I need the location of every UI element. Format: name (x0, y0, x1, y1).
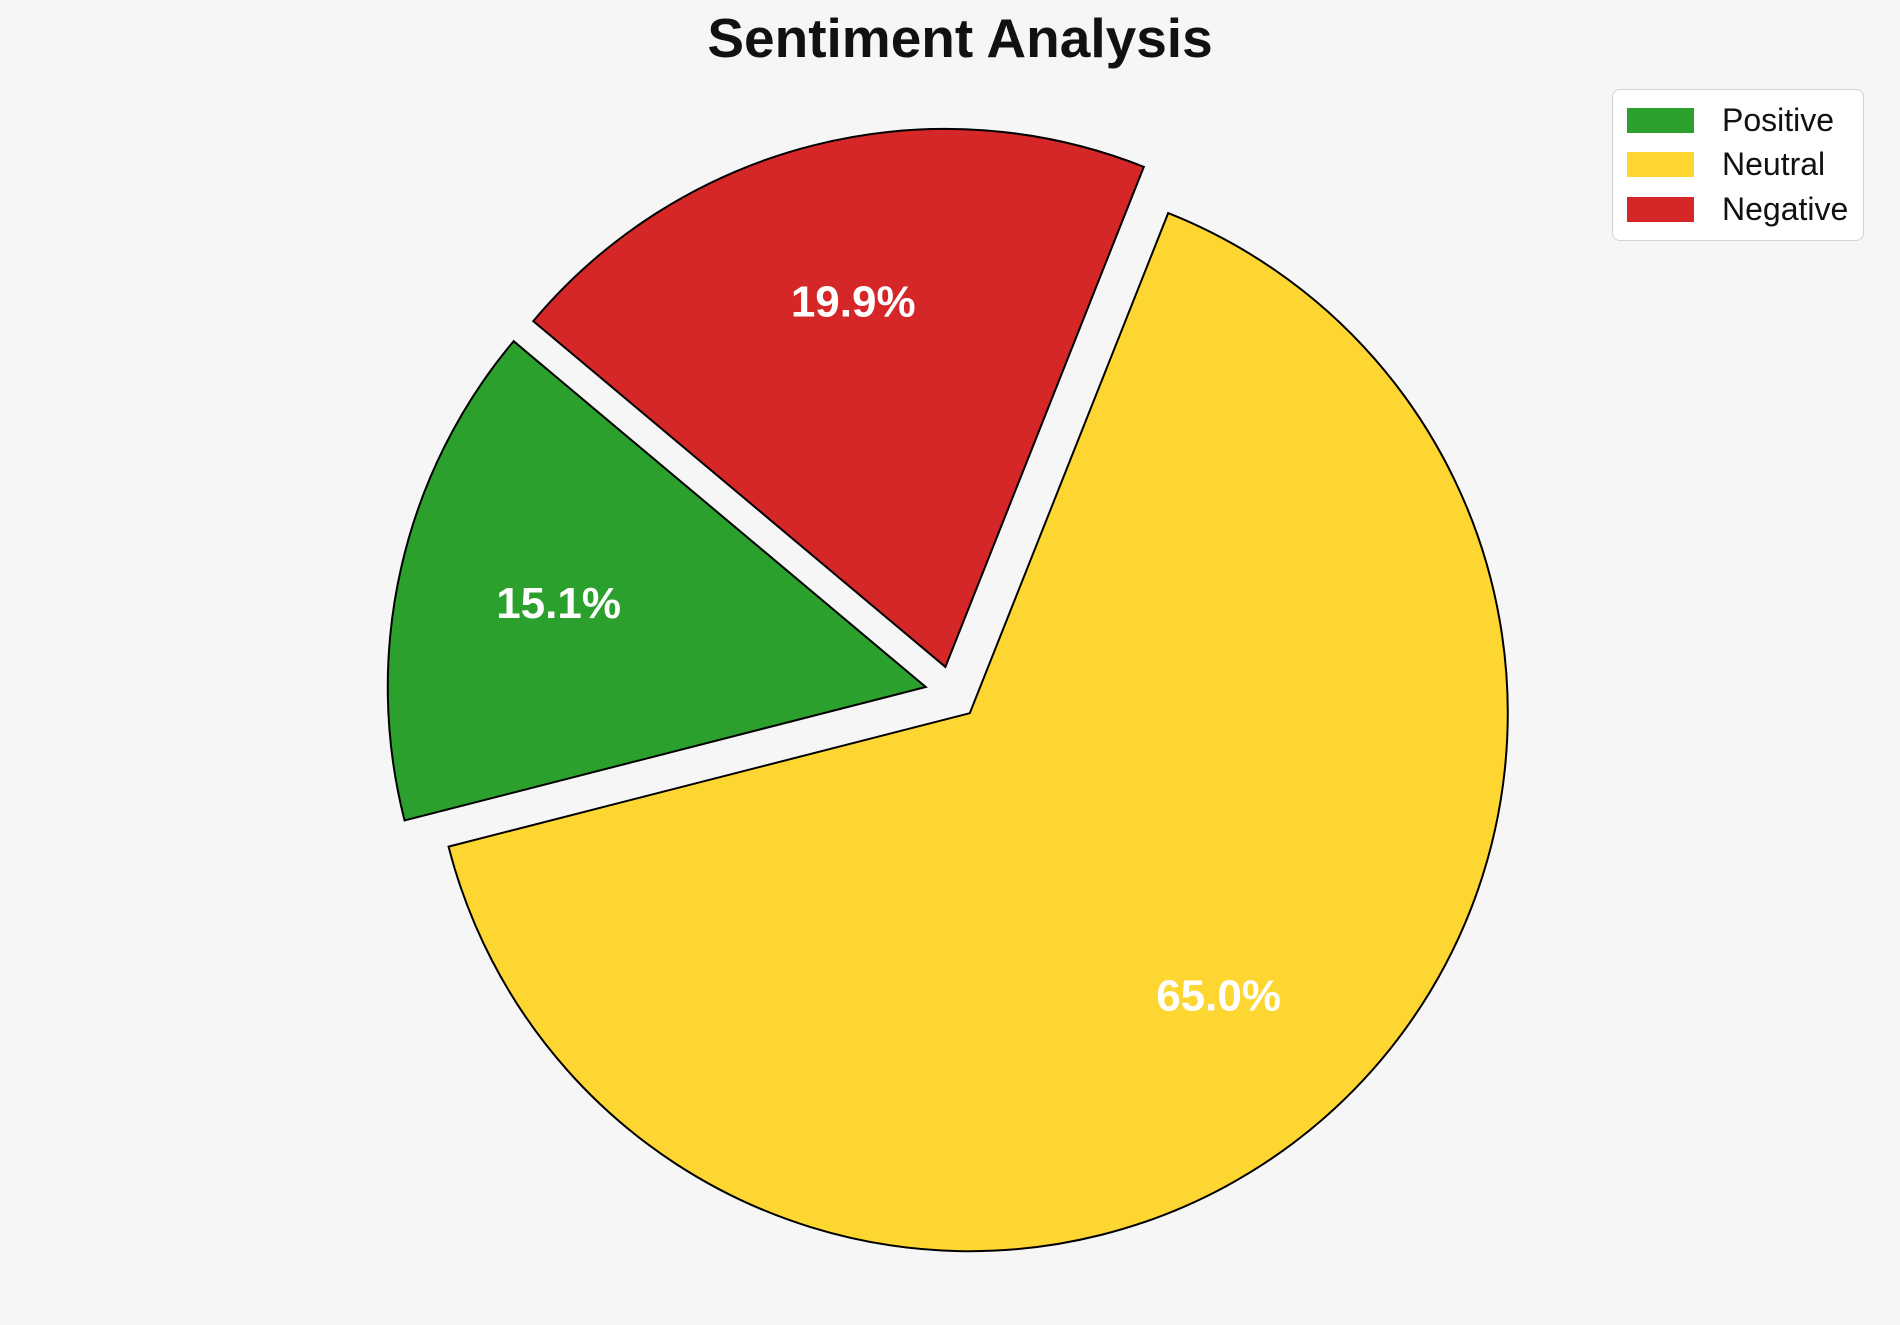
legend-label-neutral: Neutral (1722, 146, 1826, 183)
pie-label-neutral: 65.0% (1156, 971, 1281, 1020)
pie-label-negative: 19.9% (791, 277, 916, 326)
legend-swatch-neutral (1627, 152, 1694, 178)
legend-swatch-positive (1627, 107, 1694, 133)
legend-item-neutral: Neutral (1627, 146, 1849, 183)
legend-label-positive: Positive (1722, 101, 1835, 138)
legend-swatch-negative (1627, 197, 1694, 223)
pie-slice-positive (386, 339, 928, 822)
legend-item-positive: Positive (1627, 102, 1849, 139)
chart-title: Sentiment Analysis (707, 7, 1213, 69)
legend: Positive Neutral Negative (1612, 89, 1864, 241)
legend-label-negative: Negative (1722, 191, 1849, 228)
pie-label-positive: 15.1% (496, 579, 621, 628)
pie-slice-neutral (447, 211, 1509, 1253)
pie-slice-negative (531, 127, 1146, 669)
legend-item-negative: Negative (1627, 191, 1849, 228)
